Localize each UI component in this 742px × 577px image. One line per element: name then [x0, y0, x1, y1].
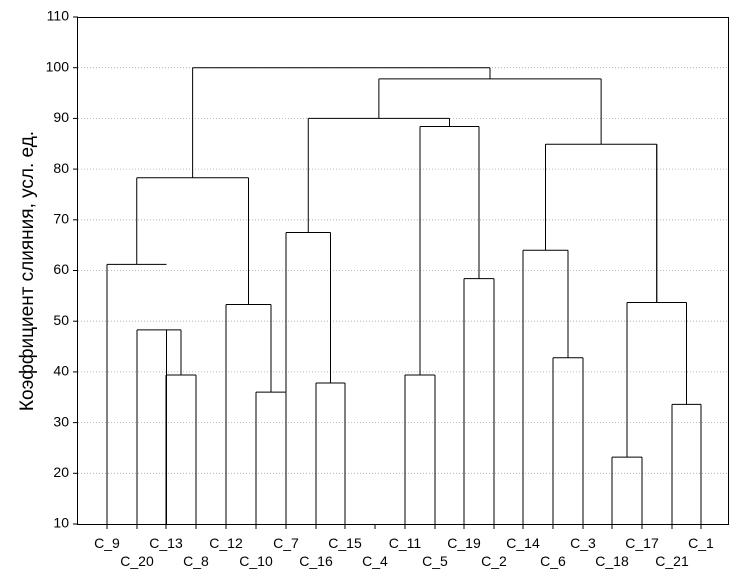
leaf-label: C_6 — [540, 553, 566, 569]
y-axis-label: Коэффициент слияния, усл. ед. — [17, 131, 38, 411]
y-tick-label: 90 — [53, 109, 69, 125]
dendrogram-links — [106, 67, 702, 524]
y-tick-label: 70 — [53, 211, 69, 227]
leaf-label: C_15 — [328, 535, 362, 551]
leaf-label: C_3 — [570, 535, 596, 551]
y-tick-label: 110 — [47, 8, 70, 24]
x-axis-leaf-labels: C_9C_20 C_13C_8C_12 C_10C_7C_16 C_15C_4C_11… — [94, 524, 714, 569]
leaf-label: C_19 — [447, 535, 481, 551]
grid-lines — [78, 67, 728, 474]
leaf-label: C_10 — [239, 553, 273, 569]
leaf-label: C_14 — [506, 535, 540, 551]
y-tick-label: 40 — [53, 363, 69, 379]
y-tick-label: 30 — [53, 413, 69, 429]
y-tick-label: 50 — [53, 312, 69, 328]
leaf-label: C_11 — [389, 535, 422, 551]
leaf-label: C_4 — [362, 553, 388, 569]
plot-frame — [77, 17, 729, 525]
leaf-label: C_21 — [655, 553, 689, 569]
leaf-label: C_20 — [120, 553, 154, 569]
y-tick-label: 20 — [53, 464, 69, 480]
leaf-label: C_7 — [273, 535, 299, 551]
leaf-label: C_1 — [688, 535, 714, 551]
leaf-label: C_16 — [299, 553, 333, 569]
leaf-label: C_13 — [149, 535, 183, 551]
leaf-label: C_12 — [209, 535, 243, 551]
y-tick-label: 60 — [53, 261, 69, 277]
y-axis-ticks: 10 20 30 40 50 60 70 80 90 100 110 — [46, 8, 78, 531]
leaf-label: C_8 — [183, 553, 209, 569]
leaf-label: C_17 — [625, 535, 659, 551]
leaf-label: C_9 — [94, 535, 120, 551]
leaf-label: C_5 — [422, 553, 448, 569]
y-tick-label: 10 — [53, 515, 69, 531]
y-tick-label: 80 — [53, 160, 69, 176]
leaf-label: C_2 — [481, 553, 507, 569]
leaf-label: C_18 — [595, 553, 629, 569]
y-tick-label: 100 — [46, 58, 70, 74]
